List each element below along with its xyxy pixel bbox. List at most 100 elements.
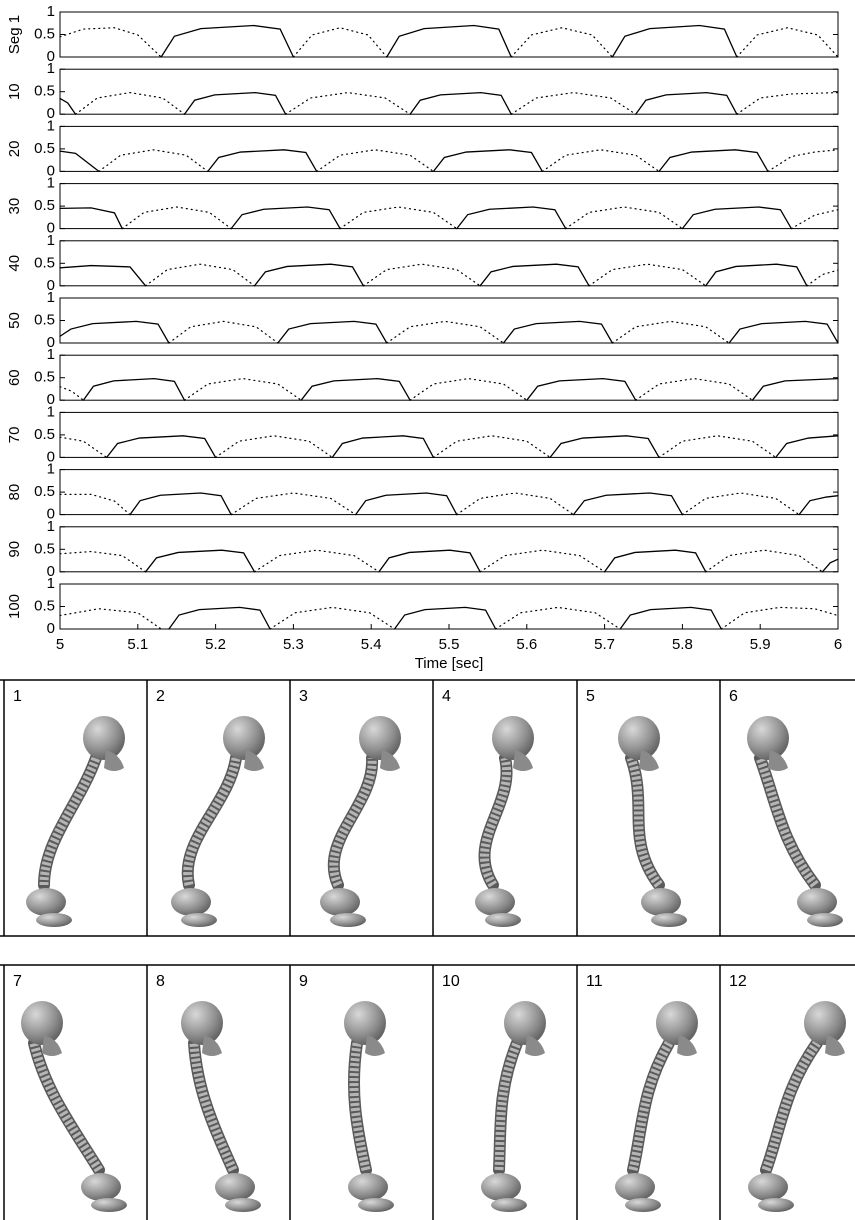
x-tick-label: 5.9 — [750, 636, 771, 653]
frame-label: 2 — [156, 688, 165, 705]
skull — [504, 1001, 546, 1045]
axes-box — [59, 68, 839, 115]
y-tick-label: 1 — [47, 60, 55, 77]
y-tick-label: 0 — [47, 220, 55, 237]
series-line — [144, 263, 839, 287]
pelvis — [651, 913, 687, 927]
y-tick-label: 1 — [47, 3, 55, 20]
pelvis — [485, 913, 521, 927]
series-line — [160, 24, 738, 58]
series-line — [59, 91, 738, 115]
y-tick-label: 0.5 — [34, 83, 55, 100]
x-tick-label: 5.7 — [594, 636, 615, 653]
series-line — [129, 492, 839, 516]
x-tick-label: 5.1 — [127, 636, 148, 653]
skeleton — [747, 716, 843, 927]
axes-box — [59, 125, 839, 172]
y-tick-label: 0.5 — [34, 426, 55, 443]
x-tick-label: 6 — [834, 636, 842, 653]
spine — [189, 1042, 238, 1172]
skeleton — [21, 1001, 127, 1212]
y-axis-label: 100 — [6, 594, 23, 619]
y-tick-label: 1 — [47, 175, 55, 192]
skull — [83, 716, 125, 760]
pelvis — [91, 1198, 127, 1212]
frame-label: 7 — [13, 973, 22, 990]
y-tick-label: 1 — [47, 346, 55, 363]
pelvis — [330, 913, 366, 927]
y-tick-label: 1 — [47, 461, 55, 478]
frame-label: 10 — [442, 973, 460, 990]
series-line — [168, 606, 722, 630]
spine — [480, 756, 511, 888]
x-tick-label: 5 — [56, 636, 64, 653]
series-line — [98, 149, 839, 172]
series-line — [59, 149, 769, 173]
spine — [29, 1041, 103, 1173]
series-line — [59, 377, 754, 401]
y-tick-label: 1 — [47, 232, 55, 249]
skull — [21, 1001, 63, 1045]
skull — [747, 716, 789, 760]
y-tick-label: 0 — [47, 391, 55, 408]
skeleton — [615, 1001, 698, 1212]
frame-label: 4 — [442, 688, 451, 705]
skull — [656, 1001, 698, 1045]
skeleton — [618, 716, 687, 927]
y-tick-label: 0 — [47, 448, 55, 465]
series-line — [59, 435, 777, 458]
axes-box — [59, 469, 839, 516]
frame-label: 12 — [729, 973, 747, 990]
series-line — [106, 435, 839, 459]
jaw — [380, 750, 400, 771]
series-line — [59, 492, 800, 516]
pelvis — [26, 888, 66, 916]
skeleton — [320, 716, 401, 927]
y-axis-label: 60 — [6, 369, 23, 386]
y-tick-label: 0.5 — [34, 25, 55, 42]
y-axis-label: 80 — [6, 484, 23, 501]
pelvis — [475, 888, 515, 916]
frame-label: 5 — [586, 688, 595, 705]
frame-label: 3 — [299, 688, 308, 705]
spine — [761, 1040, 821, 1172]
y-axis-label: 10 — [6, 83, 23, 100]
y-tick-label: 0 — [47, 105, 55, 122]
skull — [359, 716, 401, 760]
pelvis — [797, 888, 837, 916]
frame-label: 9 — [299, 973, 308, 990]
skeleton — [181, 1001, 261, 1212]
frame-label: 8 — [156, 973, 165, 990]
frame-label: 6 — [729, 688, 738, 705]
x-tick-label: 5.4 — [361, 636, 382, 653]
y-tick-label: 0 — [47, 277, 55, 294]
spine — [755, 756, 819, 888]
jaw — [825, 1035, 845, 1056]
skeleton — [748, 1001, 846, 1212]
spine — [627, 1037, 675, 1176]
spine — [183, 757, 241, 886]
pelvis — [320, 888, 360, 916]
y-tick-label: 1 — [47, 575, 55, 592]
series-line — [59, 206, 792, 230]
pelvis — [215, 1173, 255, 1201]
jaw — [525, 1035, 545, 1056]
pelvis — [81, 1173, 121, 1201]
series-line — [59, 320, 839, 344]
spine — [188, 1037, 239, 1176]
y-tick-label: 0 — [47, 162, 55, 179]
pelvis — [758, 1198, 794, 1212]
y-tick-label: 0 — [47, 563, 55, 580]
y-axis-label: 70 — [6, 427, 23, 444]
skull — [223, 716, 265, 760]
pelvis — [348, 1173, 388, 1201]
pelvis — [225, 1198, 261, 1212]
pelvis — [171, 888, 211, 916]
axes-box — [59, 297, 839, 344]
frame-label: 11 — [586, 973, 603, 990]
series-line — [59, 263, 808, 287]
x-tick-label: 5.3 — [283, 636, 304, 653]
axes-box — [59, 526, 839, 573]
jaw — [768, 750, 788, 771]
